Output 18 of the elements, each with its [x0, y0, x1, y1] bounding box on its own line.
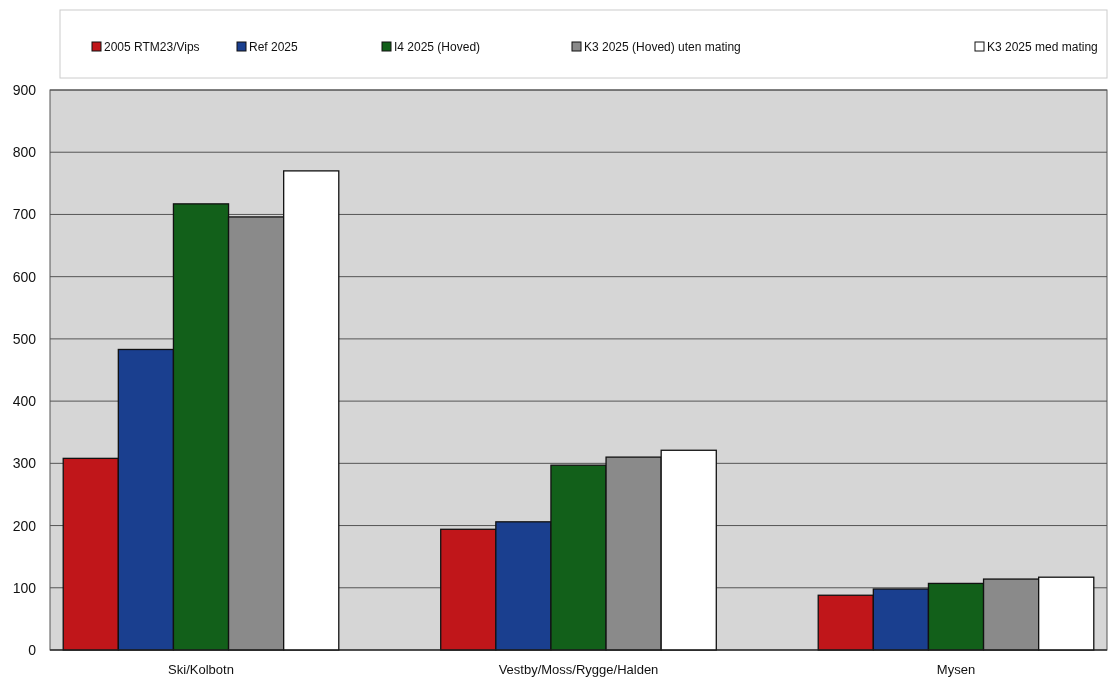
y-tick-label: 100: [12, 579, 37, 596]
legend-label: K3 2025 med mating: [987, 40, 1098, 54]
legend-label: Ref 2025: [249, 40, 299, 54]
y-tick-label: 400: [12, 393, 37, 410]
x-tick-label: Vestby/Moss/Rygge/Halden: [498, 662, 659, 677]
y-tick-label: 700: [12, 206, 37, 223]
legend-label: 2005 RTM23/Vips: [104, 40, 200, 54]
y-tick-label: 800: [12, 144, 37, 161]
legend-label: K3 2025 (Hoved) uten mating: [584, 40, 741, 54]
y-tick-label: 500: [12, 330, 37, 347]
y-tick-label: 300: [12, 455, 37, 472]
x-tick-label: Ski/Kolbotn: [168, 662, 234, 677]
y-tick-label: 0: [28, 642, 37, 658]
y-tick-label: 600: [12, 268, 37, 285]
y-tick-label: 900: [12, 82, 37, 98]
y-tick-label: 200: [12, 517, 37, 534]
x-tick-label: Mysen: [936, 662, 976, 677]
legend-label: I4 2025 (Hoved): [394, 40, 481, 54]
